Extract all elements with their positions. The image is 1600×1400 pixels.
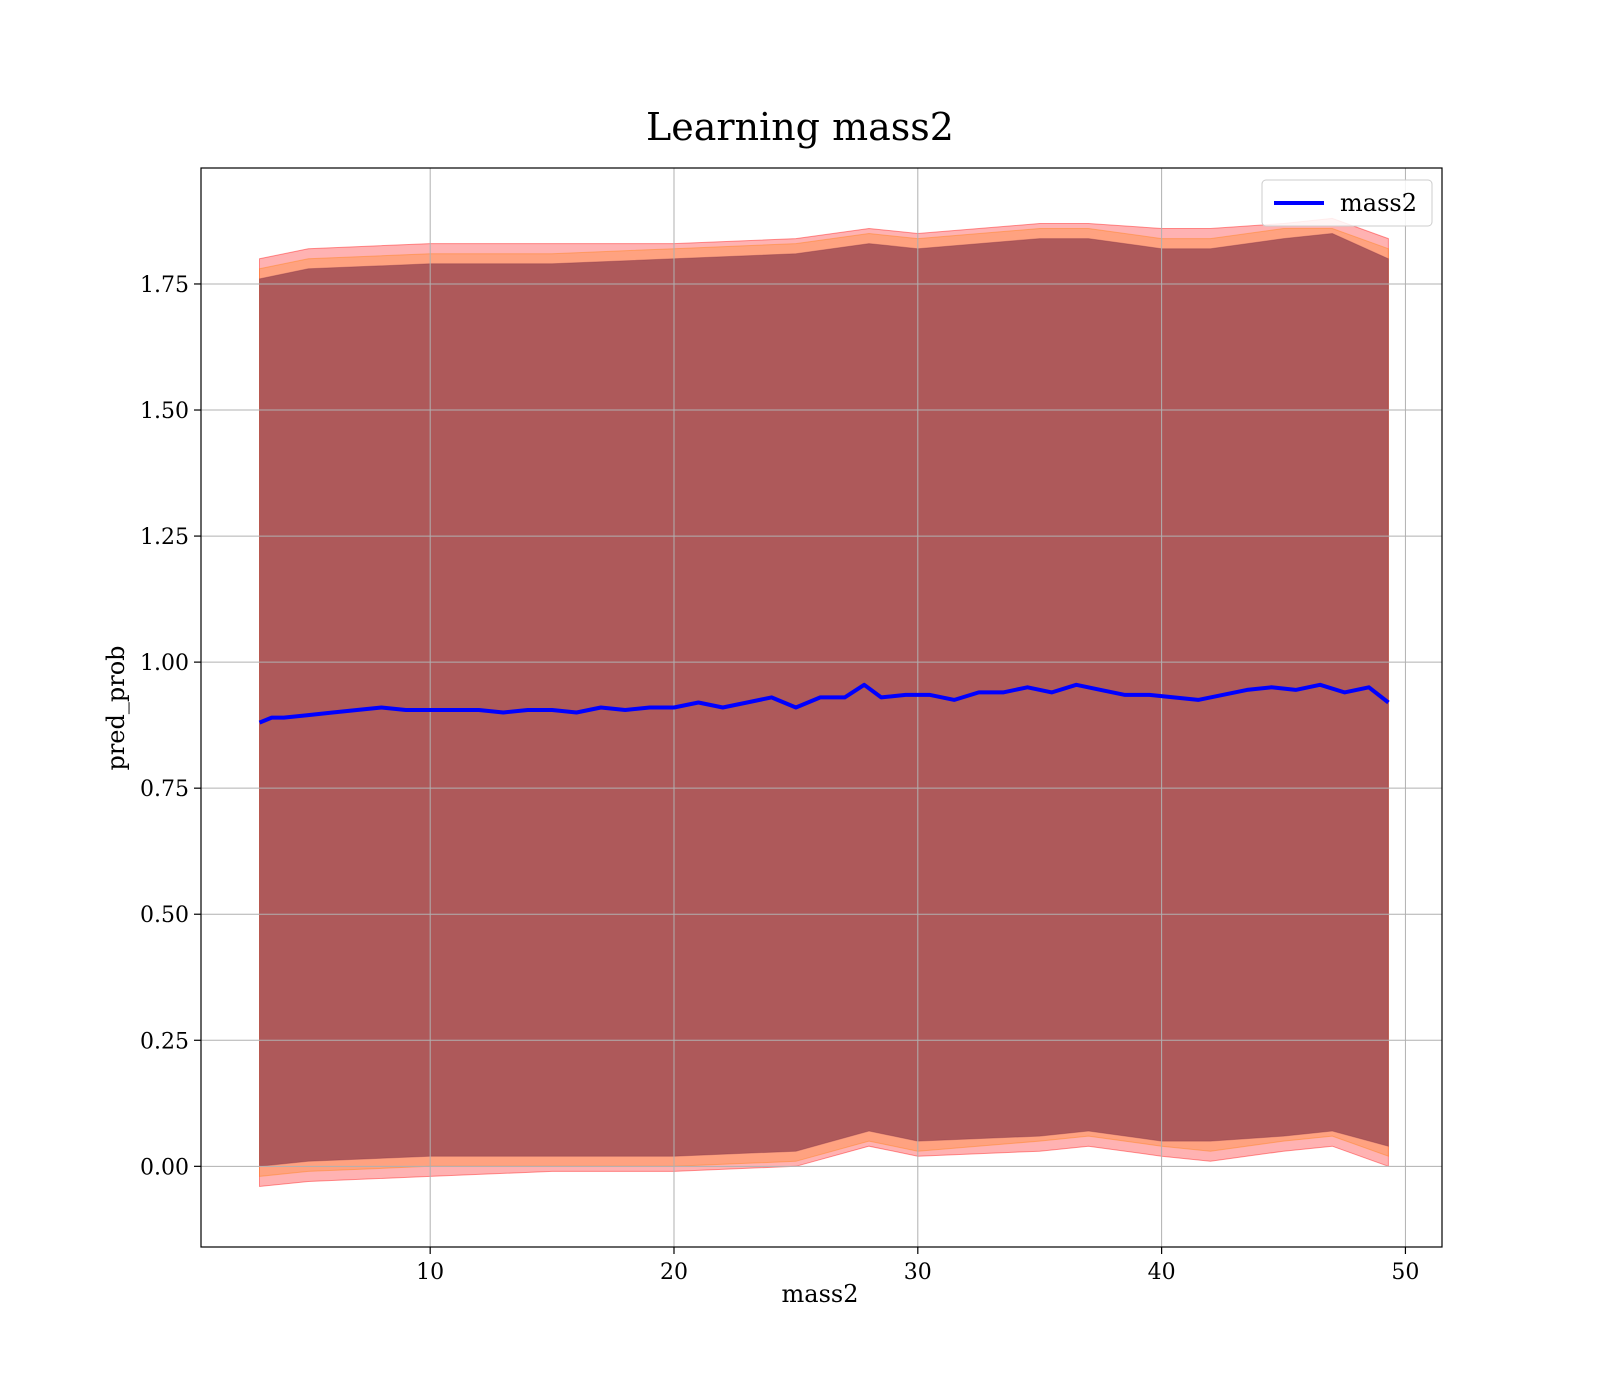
y-tick-label: 1.75: [140, 273, 189, 298]
x-tick-label: 10: [416, 1260, 444, 1285]
legend: mass2: [1261, 179, 1433, 227]
series-lines: [258, 682, 1390, 725]
chart-title: Learning mass2: [646, 105, 954, 149]
x-tick-label: 20: [660, 1260, 688, 1285]
axis-ticks: 10 20 30 40 50 0.00 0.25 0.50 0.75 1.00 1.25 1.50 1.…: [140, 273, 1419, 1285]
y-tick-label: 0.00: [140, 1155, 189, 1180]
x-tick-label: 30: [904, 1260, 932, 1285]
x-tick-label: 40: [1148, 1260, 1176, 1285]
legend-label: mass2: [1340, 189, 1417, 217]
y-tick-label: 0.75: [140, 777, 189, 802]
y-tick-label: 1.50: [140, 399, 189, 424]
x-axis-label: mass2: [782, 1280, 859, 1308]
x-tick-label: 50: [1391, 1260, 1419, 1285]
series-line-mass2: [258, 682, 1390, 725]
uncertainty-bands: [259, 217, 1389, 1188]
plot-frame: [200, 167, 1443, 1248]
y-tick-label: 1.00: [140, 651, 189, 676]
legend-box: [1261, 179, 1433, 227]
band-3: [259, 232, 1389, 1167]
y-tick-label: 0.50: [140, 903, 189, 928]
y-axis-label: pred_prob: [102, 645, 130, 770]
y-tick-label: 0.25: [140, 1029, 189, 1054]
y-tick-label: 1.25: [140, 525, 189, 550]
grid: [201, 168, 1442, 1247]
